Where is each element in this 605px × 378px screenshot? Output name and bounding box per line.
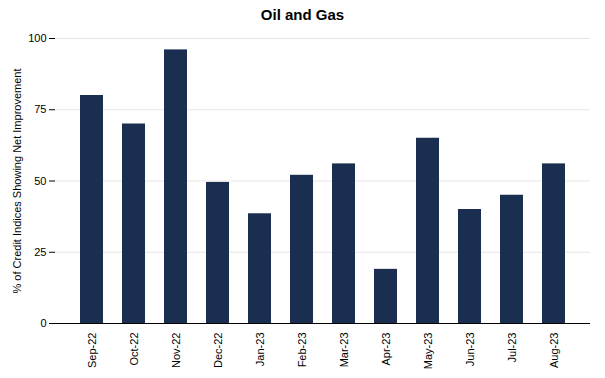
svg-text:Feb-23: Feb-23 bbox=[296, 333, 308, 368]
svg-text:Dec-22: Dec-22 bbox=[212, 333, 224, 368]
svg-text:100: 100 bbox=[28, 32, 46, 44]
svg-text:% of Credit Indices Showing Ne: % of Credit Indices Showing Net Improvem… bbox=[11, 69, 23, 294]
svg-text:25: 25 bbox=[34, 246, 46, 258]
svg-text:Nov-22: Nov-22 bbox=[170, 333, 182, 368]
svg-text:Jun-23: Jun-23 bbox=[464, 333, 476, 367]
svg-text:Apr-23: Apr-23 bbox=[380, 333, 392, 366]
svg-text:Sep-22: Sep-22 bbox=[86, 333, 98, 368]
svg-text:Jul-23: Jul-23 bbox=[506, 333, 518, 363]
svg-text:0: 0 bbox=[40, 317, 46, 329]
html-text:Oil and Gas: Oil and Gas bbox=[260, 6, 345, 23]
svg-text:Jan-23: Jan-23 bbox=[254, 333, 266, 367]
svg-text:Mar-23: Mar-23 bbox=[338, 333, 350, 368]
svg-text:50: 50 bbox=[34, 175, 46, 187]
svg-text:Aug-23: Aug-23 bbox=[548, 333, 560, 368]
svg-text:Oct-22: Oct-22 bbox=[128, 333, 140, 366]
svg-text:75: 75 bbox=[34, 103, 46, 115]
svg-text:May-23: May-23 bbox=[422, 333, 434, 370]
